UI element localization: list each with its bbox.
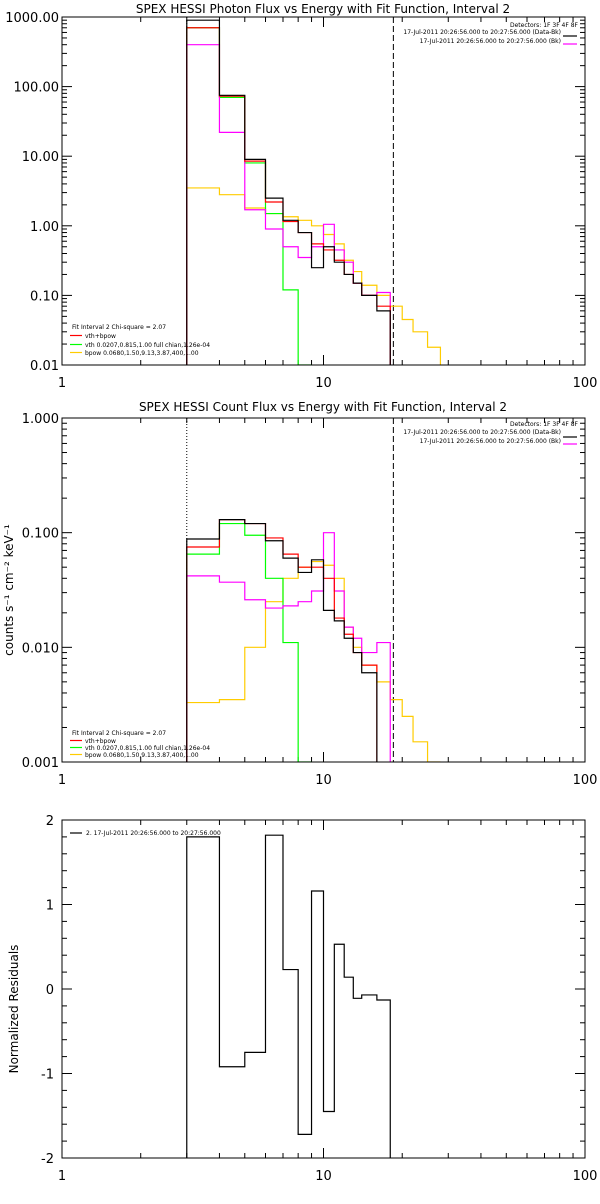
photon-panel-title: SPEX HESSI Photon Flux vs Energy with Fi… [136, 2, 510, 16]
residuals-y-tick-label: 1 [46, 899, 54, 914]
count-y-tick-label: 0.100 [22, 527, 59, 542]
count-plot-frame [61, 417, 586, 763]
count-y-tick-label: 0.010 [22, 641, 59, 656]
count-x-tick-label: 1 [58, 773, 66, 788]
photon-y-tick-label: 0.01 [30, 359, 59, 374]
photon-y-tick-label: 0.10 [30, 289, 59, 304]
residuals-y-tick-label: -1 [41, 1068, 54, 1083]
residuals-plot-frame [61, 819, 586, 1159]
residuals-y-tick-label: -2 [41, 1152, 54, 1167]
residuals-y-axis-label: Normalized Residuals [7, 945, 21, 1074]
count-info-bk: 17-Jul-2011 20:26:56.000 to 20:27:56.000… [420, 438, 561, 445]
count-legend-vth: vth 0.0207,0.815,1.00 full chian,1.26e-0… [85, 745, 210, 752]
count-y-tick-label: 1.000 [22, 412, 59, 427]
photon-y-tick-label: 100.00 [14, 81, 60, 96]
residuals-x-ticks: 1 10 100 [58, 820, 598, 1184]
count-legend-total: vth+bpow [85, 738, 116, 745]
photon-y-ticks: 0.01 0.10 1.00 10.00 100.00 1000.00 [5, 11, 585, 374]
residuals-y-tick-label: 2 [46, 814, 54, 829]
count-fit-interval: Fit Interval 2 Chi-square = 2.07 [72, 730, 166, 737]
count-panel-title: SPEX HESSI Count Flux vs Energy with Fit… [139, 400, 507, 414]
count-series-data [186, 519, 378, 762]
photon-x-tick-label: 10 [315, 376, 332, 391]
count-y-axis-label: counts s⁻¹ cm⁻² keV⁻¹ [2, 524, 16, 656]
count-info-detectors: Detectors: 1F 3F 4F 8F [510, 421, 579, 428]
photon-fit-interval: Fit Interval 2 Chi-square = 2.07 [72, 324, 166, 331]
count-legend-bpow: bpow 0.0680,1.50,9.13,3.87,400,1.00 [85, 752, 199, 759]
count-series-bpow [186, 560, 441, 762]
photon-x-ticks: 1 10 100 [58, 17, 598, 391]
photon-y-tick-label: 10.00 [22, 150, 59, 165]
count-series-vth [186, 522, 312, 762]
count-x-tick-label: 10 [315, 773, 332, 788]
photon-series-background [186, 44, 391, 365]
photon-info-databk: 17-Jul-2011 20:26:56.000 to 20:27:56.000… [403, 29, 561, 36]
residuals-panel: Normalized Residuals 2. 17-Jul-2011 20:2… [7, 814, 597, 1184]
residuals-x-tick-label: 1 [58, 1169, 66, 1184]
photon-legend-total: vth+bpow [85, 333, 116, 340]
photon-flux-panel: SPEX HESSI Photon Flux vs Energy with Fi… [5, 2, 597, 391]
count-x-tick-label: 100 [573, 773, 598, 788]
photon-y-tick-label: 1.00 [30, 220, 59, 235]
photon-plot-frame [61, 16, 586, 366]
photon-series-total-fit [186, 27, 391, 365]
count-y-tick-label: 0.001 [22, 756, 59, 771]
photon-legend-bpow: bpow 0.0680,1.50,9.13,3.87,400,1.00 [85, 350, 199, 357]
residuals-legend-text: 2. 17-Jul-2011 20:26:56.000 to 20:27:56.… [86, 830, 221, 837]
photon-info-detectors: Detectors: 1F 3F 4F 8F [510, 22, 579, 29]
count-y-ticks: 0.001 0.010 0.100 1.000 [22, 412, 585, 771]
photon-series-data [186, 19, 391, 365]
residuals-y-tick-label: 0 [46, 983, 54, 998]
residuals-series-data [186, 834, 391, 1158]
count-series-background [186, 532, 391, 762]
photon-legend-vth: vth 0.0207,0.815,1.00 full chian,1.26e-0… [85, 342, 210, 349]
photon-x-tick-label: 1 [58, 376, 66, 391]
count-series-total-fit [186, 519, 378, 762]
photon-x-tick-label: 100 [573, 376, 598, 391]
photon-y-tick-label: 1000.00 [5, 11, 59, 26]
count-info-databk: 17-Jul-2011 20:26:56.000 to 20:27:56.000… [403, 429, 561, 436]
photon-series-vth [186, 27, 312, 365]
photon-series-bpow [186, 187, 442, 365]
residuals-x-tick-label: 100 [573, 1169, 598, 1184]
residuals-x-tick-label: 10 [315, 1169, 332, 1184]
count-flux-panel: SPEX HESSI Count Flux vs Energy with Fit… [2, 400, 597, 788]
photon-info-bk: 17-Jul-2011 20:26:56.000 to 20:27:56.000… [420, 38, 561, 45]
residuals-y-ticks: -2 -1 0 1 2 [41, 814, 585, 1167]
